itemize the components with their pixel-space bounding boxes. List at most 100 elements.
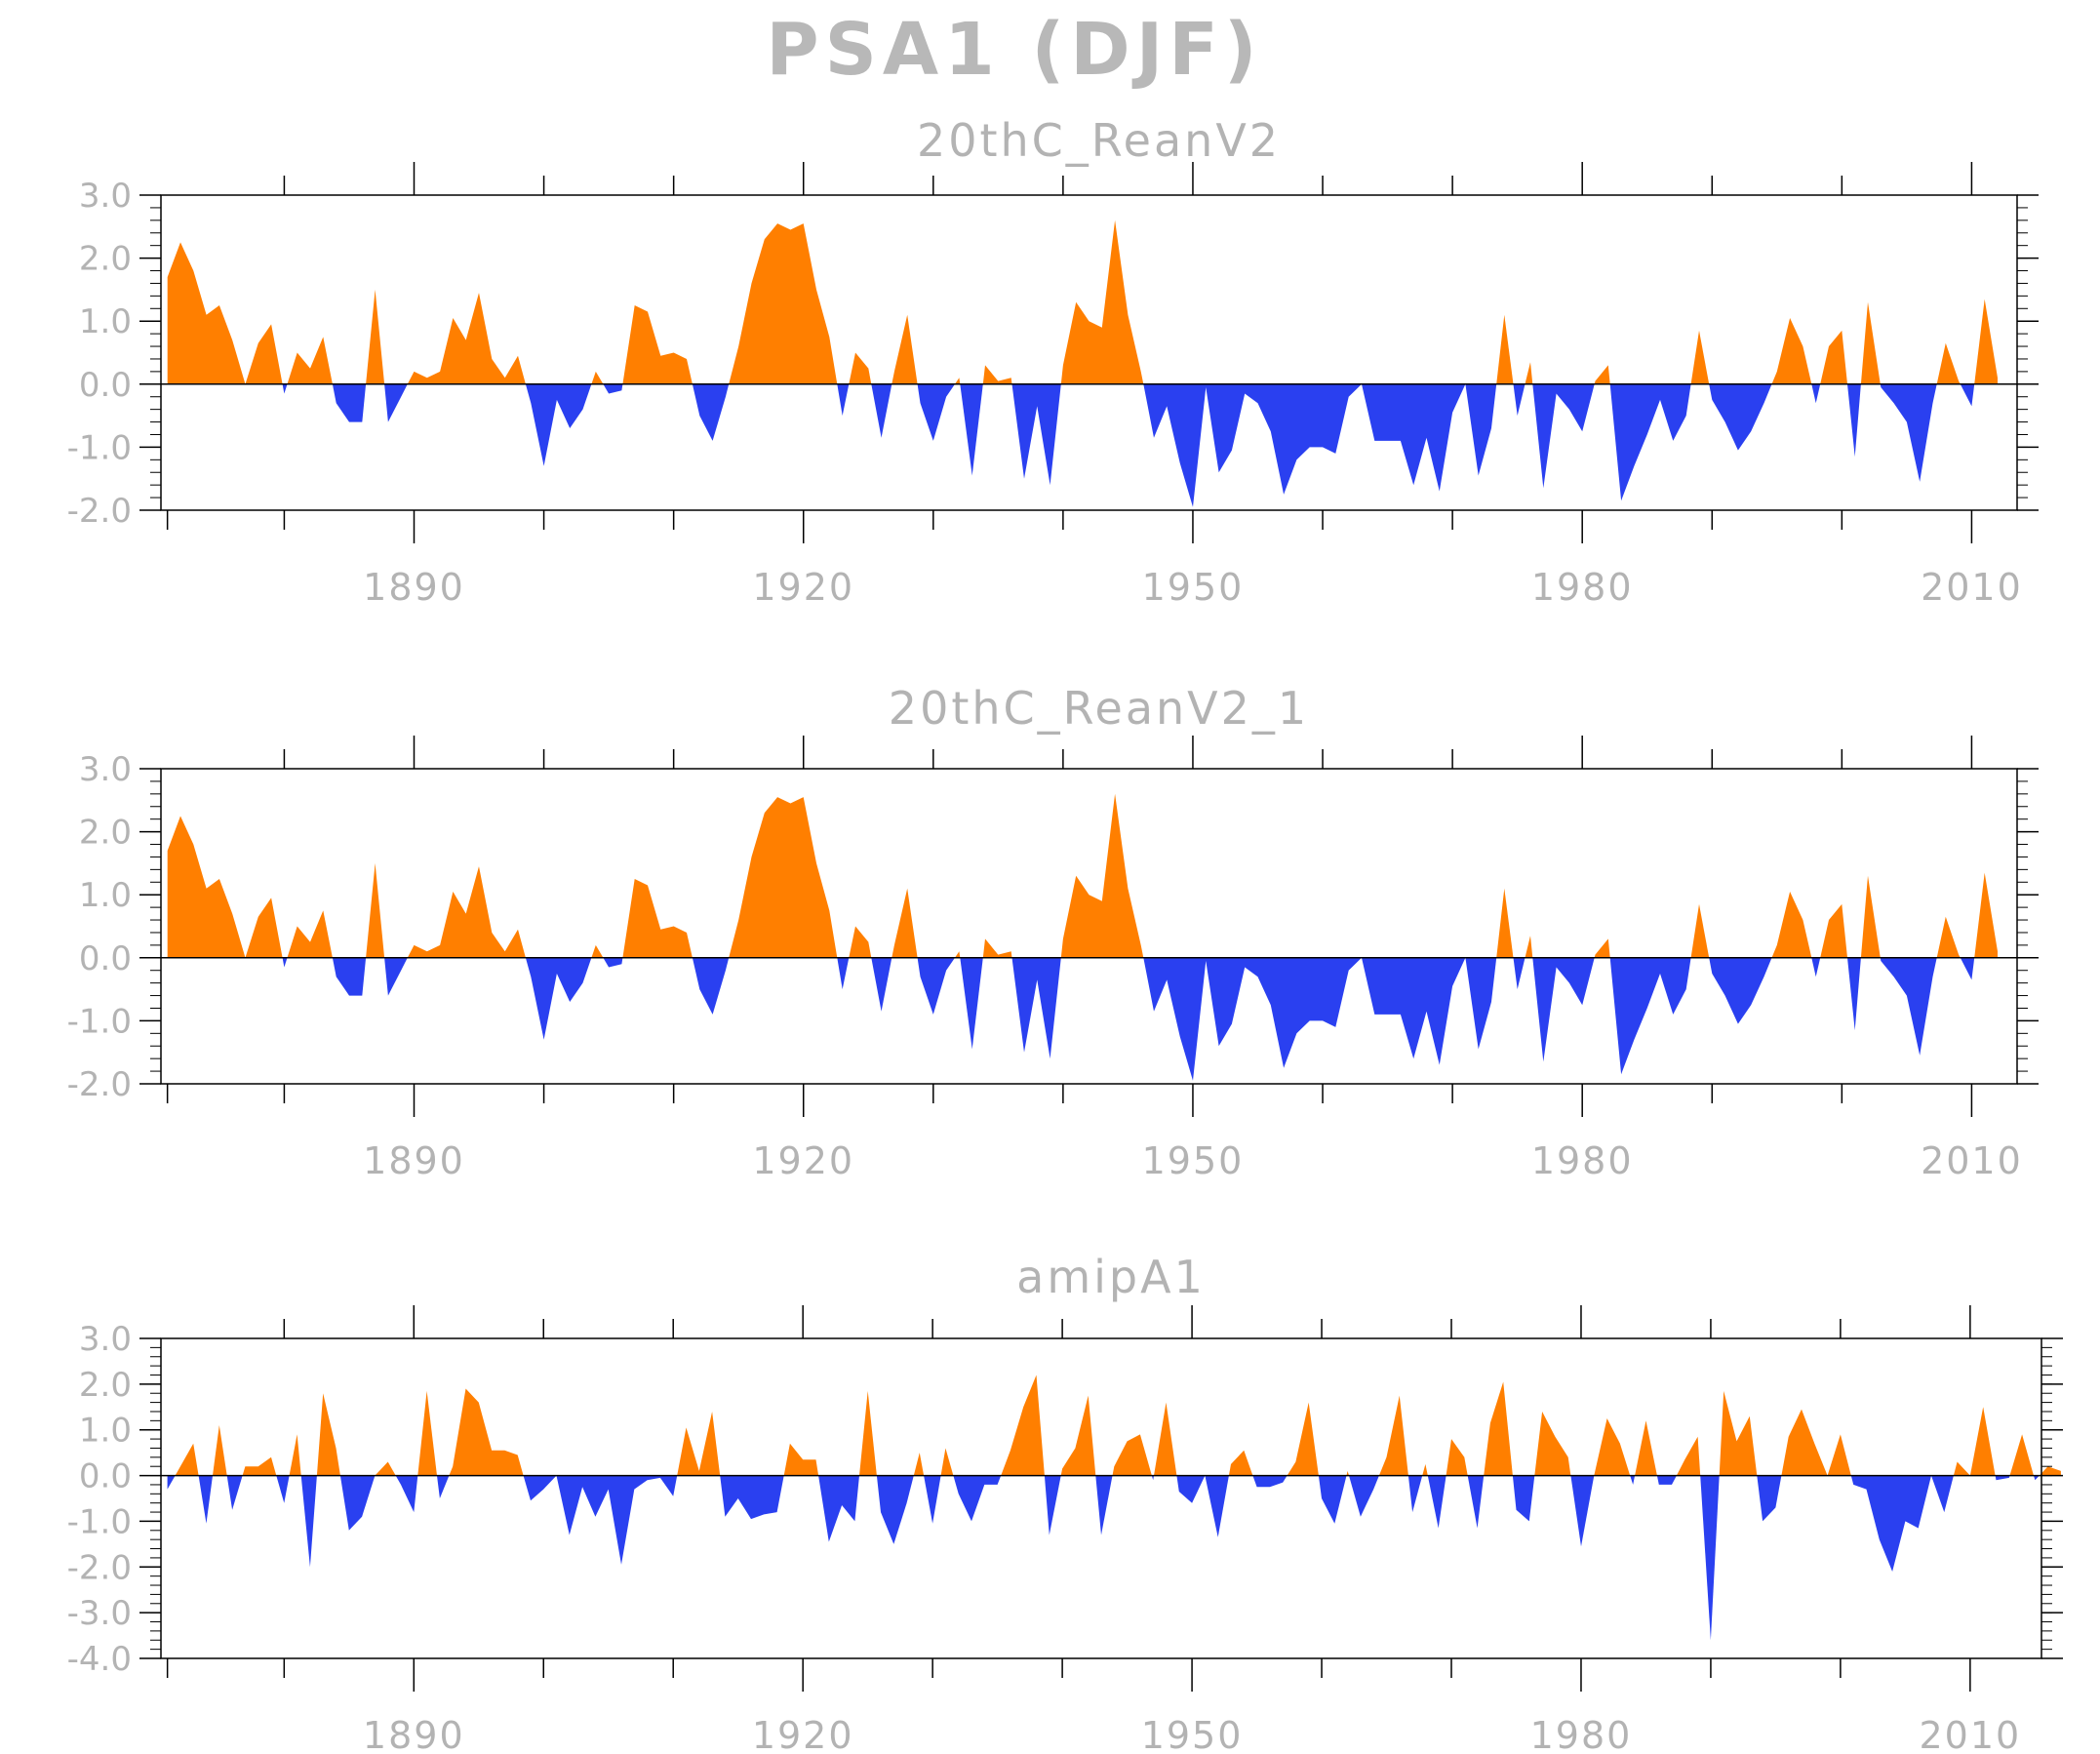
ytick-label: -4.0	[67, 1640, 132, 1679]
positive-area-31	[1060, 1395, 1096, 1476]
positive-area-71	[2039, 1466, 2061, 1476]
negative-area-35	[1709, 383, 1772, 451]
xtick-label: 2010	[1921, 566, 2023, 609]
positive-area-28	[1496, 314, 1514, 384]
ytick-label: 3.0	[79, 1320, 132, 1359]
xtick-label: 2010	[1921, 1139, 2023, 1182]
page-title: PSA1 (DJF)	[766, 8, 1263, 92]
positive-area-40	[1860, 301, 1881, 384]
negative-area-23	[1143, 383, 1362, 507]
xtick-label: 1950	[1141, 1714, 1244, 1754]
ytick-label: -2.0	[67, 1065, 132, 1104]
positive-area-20	[982, 365, 1012, 384]
negative-area-9	[603, 957, 623, 968]
xtick-label: 1920	[752, 1714, 854, 1754]
positive-area-28	[1496, 888, 1514, 958]
ytick-label: -2.0	[67, 492, 132, 531]
positive-area-44	[1974, 872, 1998, 958]
positive-area-49	[1446, 1439, 1468, 1476]
ytick-label: 2.0	[79, 240, 132, 279]
negative-area-35	[1709, 957, 1772, 1024]
positive-area-22	[1060, 219, 1144, 384]
ytick-label: -1.0	[67, 1502, 132, 1541]
positive-area-13	[417, 1390, 437, 1476]
xtick-label: 1980	[1531, 1139, 1634, 1182]
xtick-label: 2010	[1920, 1714, 2022, 1754]
negative-area-21	[1011, 957, 1061, 1059]
negative-area-8	[300, 1475, 317, 1568]
positive-area-32	[1594, 365, 1610, 384]
negative-area-66	[1931, 1475, 1954, 1513]
negative-area-42	[1318, 1475, 1347, 1524]
negative-area-34	[1151, 1475, 1154, 1481]
negative-area-37	[1811, 957, 1821, 977]
negative-area-64	[1850, 1475, 1931, 1572]
positive-area-47	[1422, 1463, 1428, 1476]
positive-area-36	[1771, 892, 1812, 958]
negative-area-19	[960, 957, 983, 1050]
positive-area-0	[167, 242, 283, 384]
positive-area-2	[287, 910, 333, 958]
positive-area-23	[859, 1390, 877, 1476]
xtick-label: 1950	[1142, 566, 1245, 609]
negative-area-32	[1095, 1475, 1113, 1535]
negative-area-70	[2034, 1475, 2040, 1481]
negative-area-16	[523, 1475, 557, 1501]
positive-area-39	[1228, 1450, 1253, 1476]
negative-area-9	[603, 383, 623, 394]
positive-area-16	[892, 314, 918, 384]
positive-area-53	[1534, 1412, 1571, 1476]
negative-area-17	[917, 957, 955, 1015]
positive-area-14	[849, 926, 872, 958]
positive-area-12	[729, 223, 838, 384]
positive-area-3	[213, 1425, 227, 1476]
negative-area-31	[1532, 383, 1595, 489]
negative-area-48	[1427, 1475, 1446, 1529]
negative-area-4	[226, 1475, 243, 1510]
negative-area-40	[1252, 1475, 1288, 1488]
negative-area-18	[556, 1475, 678, 1565]
ytick-label: -1.0	[67, 428, 132, 467]
negative-area-15	[871, 957, 892, 1012]
plot-frame	[160, 194, 2018, 511]
positive-area-1	[175, 1443, 199, 1476]
ytick-label: 3.0	[79, 177, 132, 216]
negative-area-33	[1609, 383, 1691, 501]
negative-area-27	[1465, 957, 1497, 1050]
negative-area-11	[692, 957, 730, 1015]
xtick-label: 1890	[363, 1714, 465, 1754]
positive-area-34	[1690, 330, 1710, 384]
negative-area-54	[1570, 1475, 1595, 1547]
negative-area-41	[1880, 383, 1937, 482]
panel-title: 20thC_ReanV2_1	[889, 682, 1309, 735]
plot-frame	[160, 768, 2018, 1085]
ytick-label: -2.0	[67, 1548, 132, 1587]
positive-area-38	[1820, 330, 1847, 384]
negative-area-52	[1512, 1475, 1535, 1522]
positive-area-20	[982, 938, 1012, 958]
ytick-label: -3.0	[67, 1594, 132, 1633]
panel-20thc-reanv2-1: 3.0 2.0 1.0 0.0 -1.0 -2.0 1890 1920 1950 1980 2010…	[67, 682, 2039, 1182]
negative-area-3	[332, 957, 367, 996]
positive-area-43	[1346, 1470, 1349, 1476]
negative-area-17	[917, 383, 955, 441]
xtick-label: 1950	[1142, 1139, 1245, 1182]
negative-area-14	[437, 1475, 450, 1498]
positive-area-44	[1974, 299, 1998, 384]
negative-area-29	[1513, 957, 1525, 990]
negative-area-15	[871, 383, 892, 438]
xtick-label: 1920	[752, 1139, 854, 1182]
negative-area-23	[1143, 957, 1362, 1081]
negative-area-50	[1467, 1475, 1485, 1529]
positive-area-14	[849, 352, 872, 384]
negative-area-62	[1757, 1475, 1782, 1522]
negative-area-68	[1995, 1475, 2010, 1481]
positive-area-29	[1001, 1375, 1045, 1476]
negative-area-39	[1847, 957, 1861, 1031]
positive-area-16	[892, 888, 918, 958]
positive-area-32	[1594, 938, 1610, 958]
positive-area-0	[167, 816, 283, 958]
positive-area-59	[1676, 1436, 1701, 1476]
ytick-label: 0.0	[79, 1457, 132, 1496]
